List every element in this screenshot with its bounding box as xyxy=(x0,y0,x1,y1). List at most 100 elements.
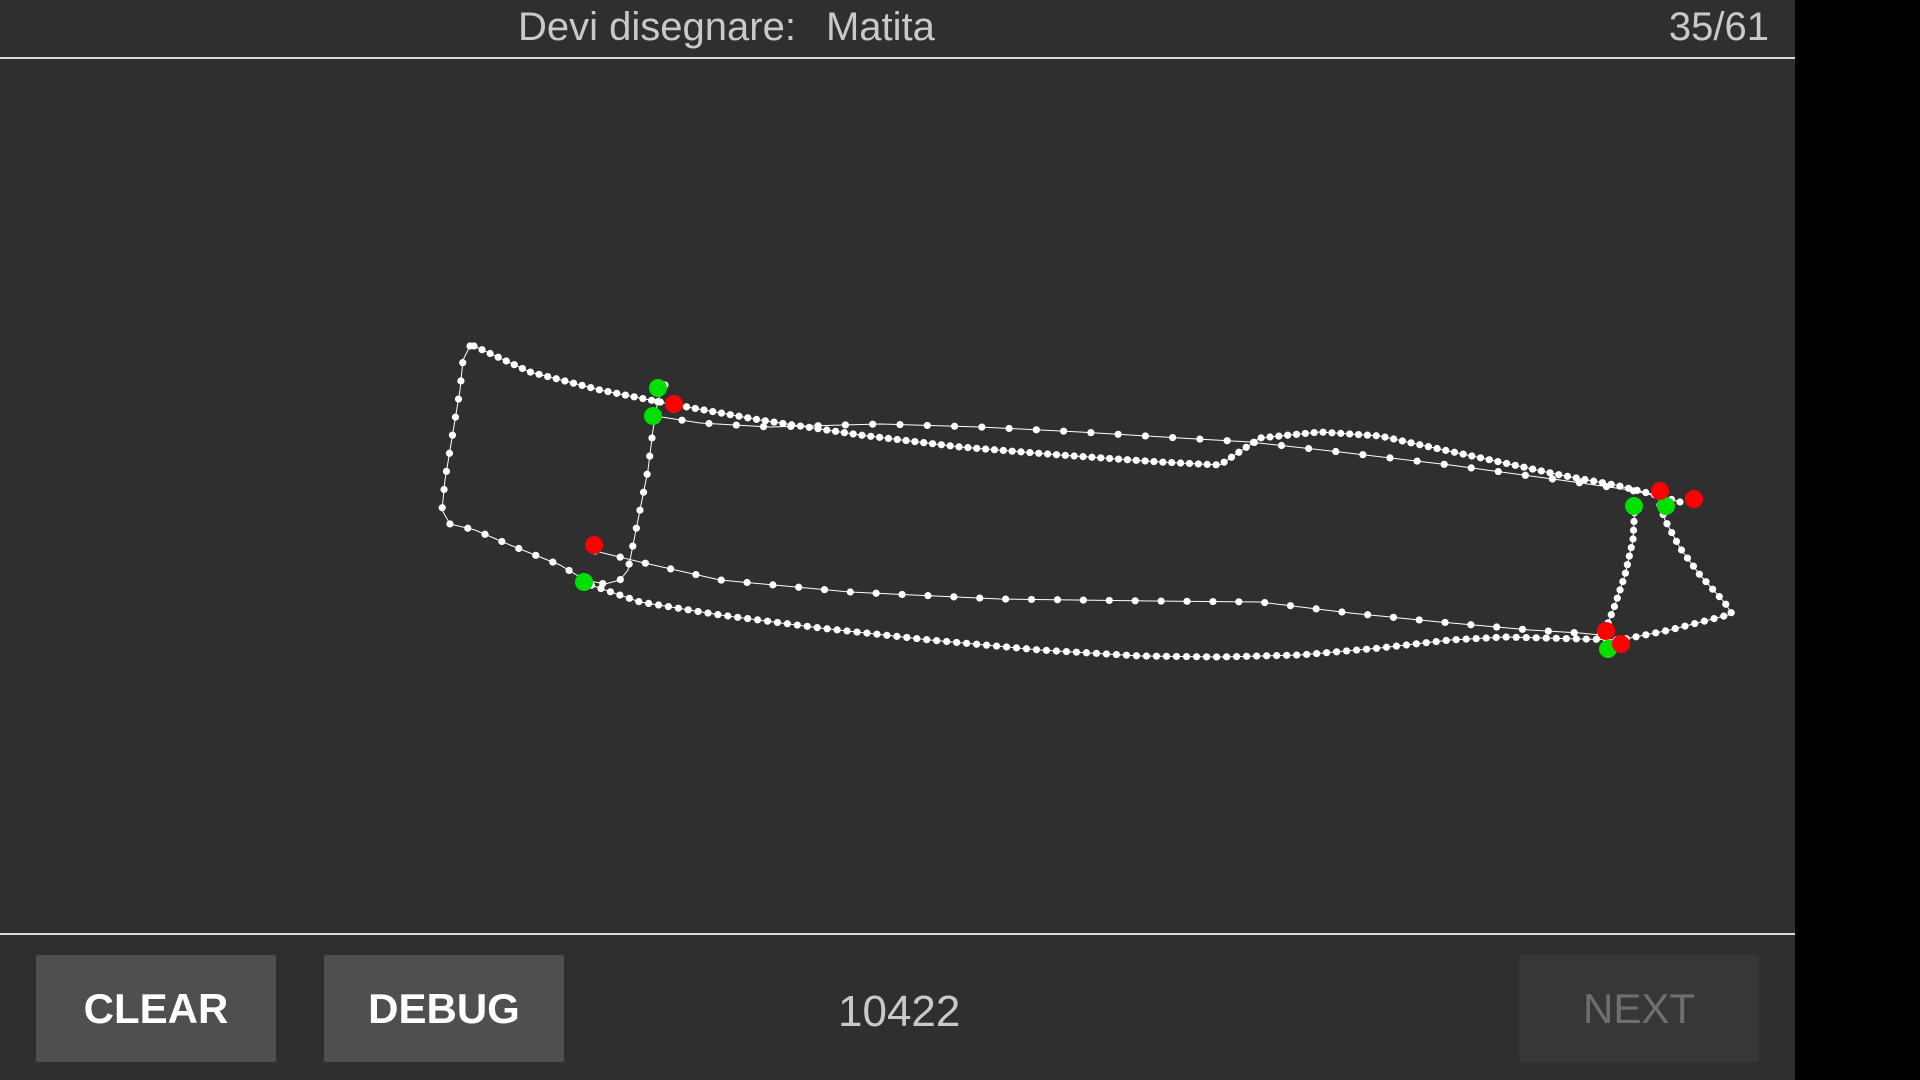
stroke-point xyxy=(955,443,963,451)
stroke-point xyxy=(1389,613,1398,621)
stroke-point xyxy=(1220,458,1228,466)
stroke-point xyxy=(1346,430,1354,438)
stroke-point xyxy=(1676,498,1684,506)
stroke-point xyxy=(1053,596,1062,604)
stroke-point xyxy=(1062,647,1071,656)
stroke-point xyxy=(1522,633,1530,642)
stroke-point xyxy=(578,381,586,389)
stroke-point xyxy=(787,422,795,431)
stroke-point xyxy=(1263,652,1271,660)
stroke-point xyxy=(643,470,651,478)
stroke-point xyxy=(1162,652,1171,660)
stroke-point xyxy=(1176,459,1185,467)
next-button[interactable]: NEXT xyxy=(1519,955,1759,1062)
stroke-end-marker xyxy=(665,395,683,413)
stroke-point xyxy=(1266,433,1274,441)
stroke-point xyxy=(606,588,615,596)
stroke-point xyxy=(950,593,958,601)
stroke-point xyxy=(446,520,454,528)
clear-button[interactable]: CLEAR xyxy=(36,955,276,1062)
stroke-point xyxy=(1261,598,1269,607)
stroke-point xyxy=(1485,456,1493,464)
stroke-point xyxy=(953,638,961,647)
stroke-point xyxy=(565,566,573,575)
stroke-point xyxy=(1209,597,1217,606)
stroke-point xyxy=(502,357,510,365)
stroke-point xyxy=(442,467,451,475)
stroke-point xyxy=(873,630,881,638)
stroke-point xyxy=(682,403,691,411)
stroke-point xyxy=(1194,460,1202,468)
stroke-point xyxy=(913,634,921,643)
stroke-point xyxy=(1642,631,1650,639)
stroke-point xyxy=(853,628,861,636)
stroke-point xyxy=(840,429,848,437)
stroke-point xyxy=(1407,439,1415,447)
stroke-line xyxy=(581,504,1733,658)
stroke-point xyxy=(1467,464,1475,472)
stroke-point xyxy=(1342,647,1351,655)
stroke-point xyxy=(1702,578,1710,586)
stroke-point xyxy=(1630,517,1638,526)
stroke-point xyxy=(1319,428,1327,436)
stroke-point xyxy=(1026,448,1034,457)
stroke-point xyxy=(1440,460,1448,468)
stroke-point xyxy=(648,434,656,442)
stroke-point xyxy=(896,420,904,429)
app-screen: Devi disegnare: Matita 35/61 CLEAR DEBUG … xyxy=(0,0,1795,1080)
stroke-point xyxy=(872,589,880,597)
stroke-point xyxy=(1192,653,1201,661)
stroke-point xyxy=(1283,651,1291,659)
stroke-point xyxy=(1602,483,1611,491)
stroke-point xyxy=(928,440,937,448)
stroke-point xyxy=(846,588,854,596)
stroke-point xyxy=(1102,650,1111,658)
stroke-point xyxy=(1301,429,1309,438)
stroke-point xyxy=(1141,432,1149,440)
stroke-point xyxy=(735,412,743,420)
stroke-point xyxy=(1492,633,1500,642)
stroke-point xyxy=(732,421,740,429)
stroke-point xyxy=(709,407,717,416)
target-word: Matita xyxy=(825,5,935,49)
stroke-point xyxy=(1468,452,1476,460)
stroke-point xyxy=(978,423,986,431)
stroke-point xyxy=(769,581,777,589)
stroke-point xyxy=(1398,437,1406,445)
stroke-point xyxy=(1005,424,1013,433)
stroke-point xyxy=(1002,643,1011,651)
stroke-point xyxy=(457,377,465,385)
drawing-canvas[interactable] xyxy=(0,59,1795,933)
stroke-point xyxy=(1450,448,1459,456)
stroke-point xyxy=(849,430,857,438)
stroke-point xyxy=(1681,622,1689,630)
stroke-point xyxy=(1700,617,1708,625)
stroke-point xyxy=(1022,645,1031,653)
stroke-point xyxy=(1112,650,1121,659)
stroke-point xyxy=(438,504,446,512)
stroke-point xyxy=(1131,597,1139,605)
stroke-point xyxy=(646,452,654,460)
stroke-point xyxy=(1372,432,1380,440)
stroke-point xyxy=(1544,627,1552,635)
stroke-point xyxy=(898,590,906,599)
stroke-point xyxy=(1227,453,1236,461)
stroke-point xyxy=(494,353,502,361)
stroke-point xyxy=(1012,644,1021,652)
stroke-point xyxy=(1017,448,1025,456)
stroke-point xyxy=(1079,453,1087,461)
stroke-point xyxy=(964,444,972,452)
stroke-point xyxy=(486,349,494,358)
stroke-point xyxy=(1273,651,1281,660)
stroke-point xyxy=(1668,528,1676,537)
stroke-point xyxy=(744,614,752,623)
stroke-point xyxy=(678,416,686,424)
debug-button[interactable]: DEBUG xyxy=(324,955,564,1062)
stroke-end-marker xyxy=(1685,490,1703,508)
stroke-point xyxy=(1518,625,1527,633)
score-value: 10422 xyxy=(838,987,961,1036)
stroke-point xyxy=(621,391,630,399)
stroke-point xyxy=(924,592,932,600)
stroke-point xyxy=(1710,615,1718,623)
stroke-point xyxy=(1502,633,1510,641)
